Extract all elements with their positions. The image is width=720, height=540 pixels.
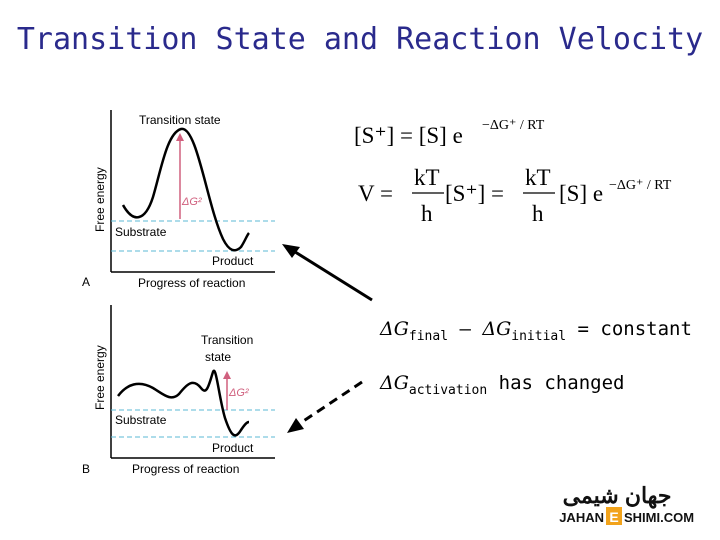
substrate-label-b: Substrate xyxy=(115,413,167,427)
panel-letter-a: A xyxy=(82,275,90,289)
substrate-label-a: Substrate xyxy=(115,225,167,239)
logo-e-square xyxy=(606,507,622,525)
logo-latin-right: SHIMI.COM xyxy=(624,510,694,525)
connector-arrows xyxy=(282,244,373,433)
logo-arabic-text: جهان شیمی xyxy=(563,483,672,509)
transition-state-label-a: Transition state xyxy=(139,113,221,127)
equation-1-exponent: −ΔG⁺ / RT xyxy=(482,118,545,133)
dashed-arrow-line xyxy=(295,380,363,428)
logo-latin-left: JAHAN xyxy=(559,510,604,525)
minus-sign: – xyxy=(448,318,483,340)
equation-2-numerator-2: kT xyxy=(525,165,551,190)
transition-state-label-b-line2: state xyxy=(205,350,231,364)
x-axis-label-b: Progress of reaction xyxy=(132,462,239,476)
note-activation-changed: ΔGactivation has changed xyxy=(380,372,624,398)
energy-diagram-b: Free energy Progress of reaction B Trans… xyxy=(82,305,275,476)
solid-arrow-head xyxy=(282,244,300,258)
equation-1-main: [S⁺] = [S] e xyxy=(354,123,463,148)
solid-arrow-line xyxy=(291,248,373,302)
has-changed-text: has changed xyxy=(487,372,625,394)
panel-letter-b: B xyxy=(82,462,90,476)
delta-g-final-symbol: ΔG xyxy=(380,318,409,340)
equations: [S⁺] = [S] e −ΔG⁺ / RT V = kT h [S⁺] = k… xyxy=(354,118,672,226)
equation-2-denominator-2: h xyxy=(532,201,544,226)
y-axis-label-b: Free energy xyxy=(93,345,107,410)
logo-latin-e: E xyxy=(609,509,618,525)
x-axis-label-a: Progress of reaction xyxy=(138,276,245,290)
energy-curve-a xyxy=(121,127,250,252)
delta-g-activation-symbol: ΔG xyxy=(380,372,409,394)
initial-subscript: initial xyxy=(511,328,567,344)
product-label-a: Product xyxy=(212,254,254,268)
final-subscript: final xyxy=(408,328,449,344)
note-delta-g-constant: ΔGfinal – ΔGinitial = constant xyxy=(380,318,692,344)
delta-g-label-b: ΔG² xyxy=(228,387,249,399)
activation-subscript: activation xyxy=(408,382,488,398)
equation-2-exponent: −ΔG⁺ / RT xyxy=(609,178,672,193)
transition-state-label-b-line1: Transition xyxy=(201,333,253,347)
activation-arrowhead-a xyxy=(176,133,184,141)
equation-2-numerator-1: kT xyxy=(414,165,440,190)
dashed-arrow-head xyxy=(287,418,304,433)
activation-arrowhead-b xyxy=(223,371,231,379)
jahaneshimi-logo: جهان شیمی JAHAN E SHIMI.COM xyxy=(559,483,694,525)
equation-2-denominator-1: h xyxy=(421,201,433,226)
y-axis-label-a: Free energy xyxy=(93,167,107,232)
equation-2-middle: [S⁺] = xyxy=(445,181,504,206)
energy-curve-b xyxy=(117,369,250,437)
equals-constant-text: = constant xyxy=(566,318,692,340)
equation-2-v: V = xyxy=(358,181,393,206)
energy-diagram-a: Free energy Progress of reaction A Trans… xyxy=(82,110,275,290)
equation-2-tail: [S] e xyxy=(559,181,603,206)
page-title: Transition State and Reaction Velocity xyxy=(16,22,704,57)
delta-g-initial-symbol: ΔG xyxy=(482,318,512,340)
delta-g-label-a: ΔG² xyxy=(181,196,202,208)
product-label-b: Product xyxy=(212,441,254,455)
